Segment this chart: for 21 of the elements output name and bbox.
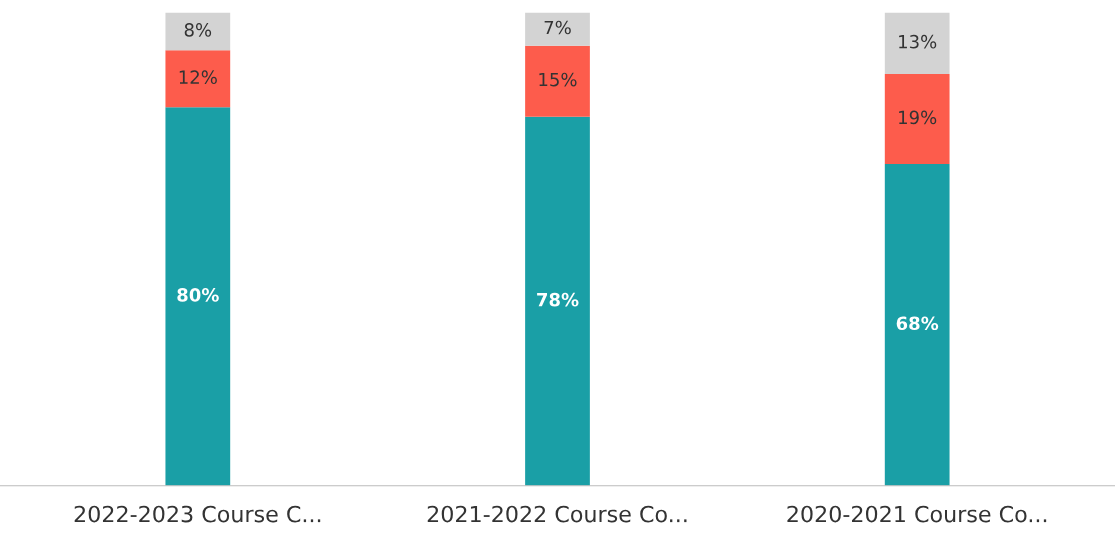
bar [165,50,231,108]
bar [884,163,950,486]
data-label: 12% [179,70,217,85]
data-label: 19% [899,110,937,125]
x-tick-label: 2022-2023 Course C... [74,505,321,523]
bar [165,12,231,51]
data-label: 68% [896,316,939,331]
data-label: 78% [537,292,579,307]
bar [525,12,590,46]
data-label: 15% [539,72,577,87]
x-tick-label: 2021-2022 Course Co... [427,505,687,523]
bar [525,45,590,117]
bar [525,116,590,486]
bar [884,12,950,75]
bar [165,107,231,486]
bar [884,74,950,164]
x-tick-label: 2020-2021 Course Co... [787,505,1047,523]
data-label: 8% [184,23,212,37]
data-label: 80% [177,288,219,302]
data-label: 13% [899,34,937,49]
data-label: 7% [544,20,571,35]
